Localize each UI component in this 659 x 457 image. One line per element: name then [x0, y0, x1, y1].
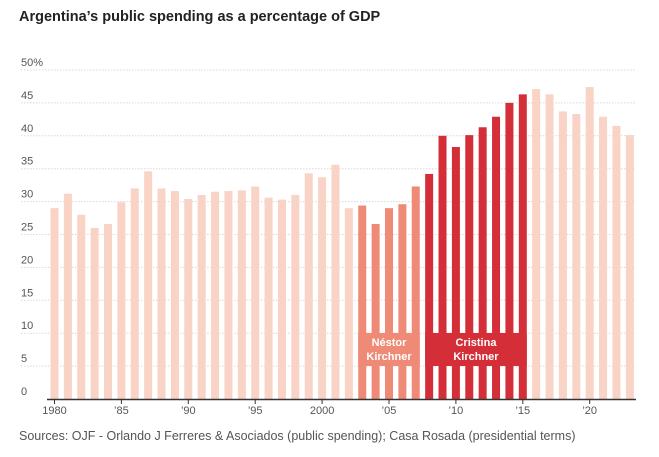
bar-2011: [465, 135, 474, 399]
bar-1982: [77, 214, 86, 399]
y-tick-label: 5: [21, 353, 27, 365]
bar-2015: [518, 94, 527, 399]
bar-1990: [184, 198, 193, 399]
bar-2012: [478, 127, 487, 399]
bar-2004: [371, 223, 380, 399]
y-tick-label: 20: [21, 254, 33, 266]
x-tick-label: ’05: [382, 405, 397, 417]
chart-title: Argentina’s public spending as a percent…: [19, 9, 381, 25]
term-label-box: [425, 333, 527, 366]
x-tick-label: ’15: [515, 405, 530, 417]
bar-2014: [505, 102, 514, 400]
y-tick-label: 0: [21, 386, 27, 398]
bar-2017: [545, 94, 554, 399]
bar-1995: [251, 186, 260, 399]
bar-2023: [625, 135, 634, 399]
y-axis-tick-labels: 0 5 10 15 20 25 30 35 40 45 50%: [21, 57, 43, 398]
bar-1997: [277, 199, 286, 399]
term-label: Kirchner: [366, 351, 412, 363]
x-axis: [47, 398, 636, 404]
x-tick-label: ’10: [449, 405, 464, 417]
bar-2020: [585, 87, 594, 400]
y-tick-label: 25: [21, 222, 33, 234]
y-tick-label: 50%: [21, 57, 43, 69]
y-tick-label: 15: [21, 287, 33, 299]
bar-2018: [558, 111, 567, 399]
bar-1989: [170, 191, 179, 399]
x-tick-label: 2000: [310, 405, 334, 417]
bar-2006: [398, 204, 407, 399]
bar-2022: [612, 125, 621, 400]
term-label: Cristina: [455, 337, 497, 349]
term-label: Kirchner: [453, 351, 499, 363]
bar-1985: [117, 202, 126, 399]
bar-1987: [144, 171, 153, 399]
bar-1999: [304, 173, 313, 399]
bar-2019: [572, 114, 581, 399]
y-tick-label: 35: [21, 156, 33, 168]
presidential-term-labels: Néstor Kirchner Cristina Kirchner: [358, 333, 527, 366]
bar-1993: [224, 191, 233, 399]
bar-2016: [532, 89, 541, 399]
bar-2000: [318, 177, 327, 399]
bar-1992: [211, 191, 220, 399]
x-tick-label: ’90: [181, 405, 196, 417]
bar-2008: [425, 173, 434, 399]
term-label-box: [358, 333, 420, 366]
term-label: Néstor: [372, 337, 408, 349]
bar-1984: [104, 223, 113, 399]
bar-2001: [331, 164, 340, 399]
bars: [50, 87, 634, 400]
bar-1996: [264, 197, 273, 399]
y-tick-label: 45: [21, 90, 33, 102]
bar-2005: [385, 208, 393, 399]
bar-2010: [451, 146, 460, 399]
y-tick-label: 10: [21, 320, 33, 332]
bar-2021: [599, 116, 608, 399]
bar-1983: [90, 227, 99, 399]
source-note: Sources: OJF - Orlando J Ferreres & Asoc…: [19, 429, 576, 443]
y-tick-label: 40: [21, 123, 33, 135]
gridlines: [21, 69, 636, 367]
bar-1981: [63, 193, 72, 399]
bar-2003: [358, 205, 367, 399]
bar-2009: [438, 135, 447, 400]
x-tick-label: ’85: [114, 405, 129, 417]
bar-1998: [291, 195, 300, 399]
y-tick-label: 30: [21, 189, 33, 201]
bar-1988: [157, 188, 166, 399]
x-tick-label: 1980: [42, 405, 66, 417]
x-tick-label: ’20: [582, 405, 597, 417]
bar-2013: [492, 116, 501, 399]
bar-1980: [50, 208, 59, 399]
x-axis-tick-labels: 1980 ’85 ’90 ’95 2000 ’05 ’10 ’15 ’20: [42, 405, 597, 417]
bar-2002: [344, 208, 353, 399]
bar-1986: [130, 188, 139, 399]
bar-1994: [237, 190, 246, 399]
bar-1991: [197, 195, 206, 399]
x-tick-label: ’95: [248, 405, 263, 417]
bar-2007: [411, 186, 420, 399]
